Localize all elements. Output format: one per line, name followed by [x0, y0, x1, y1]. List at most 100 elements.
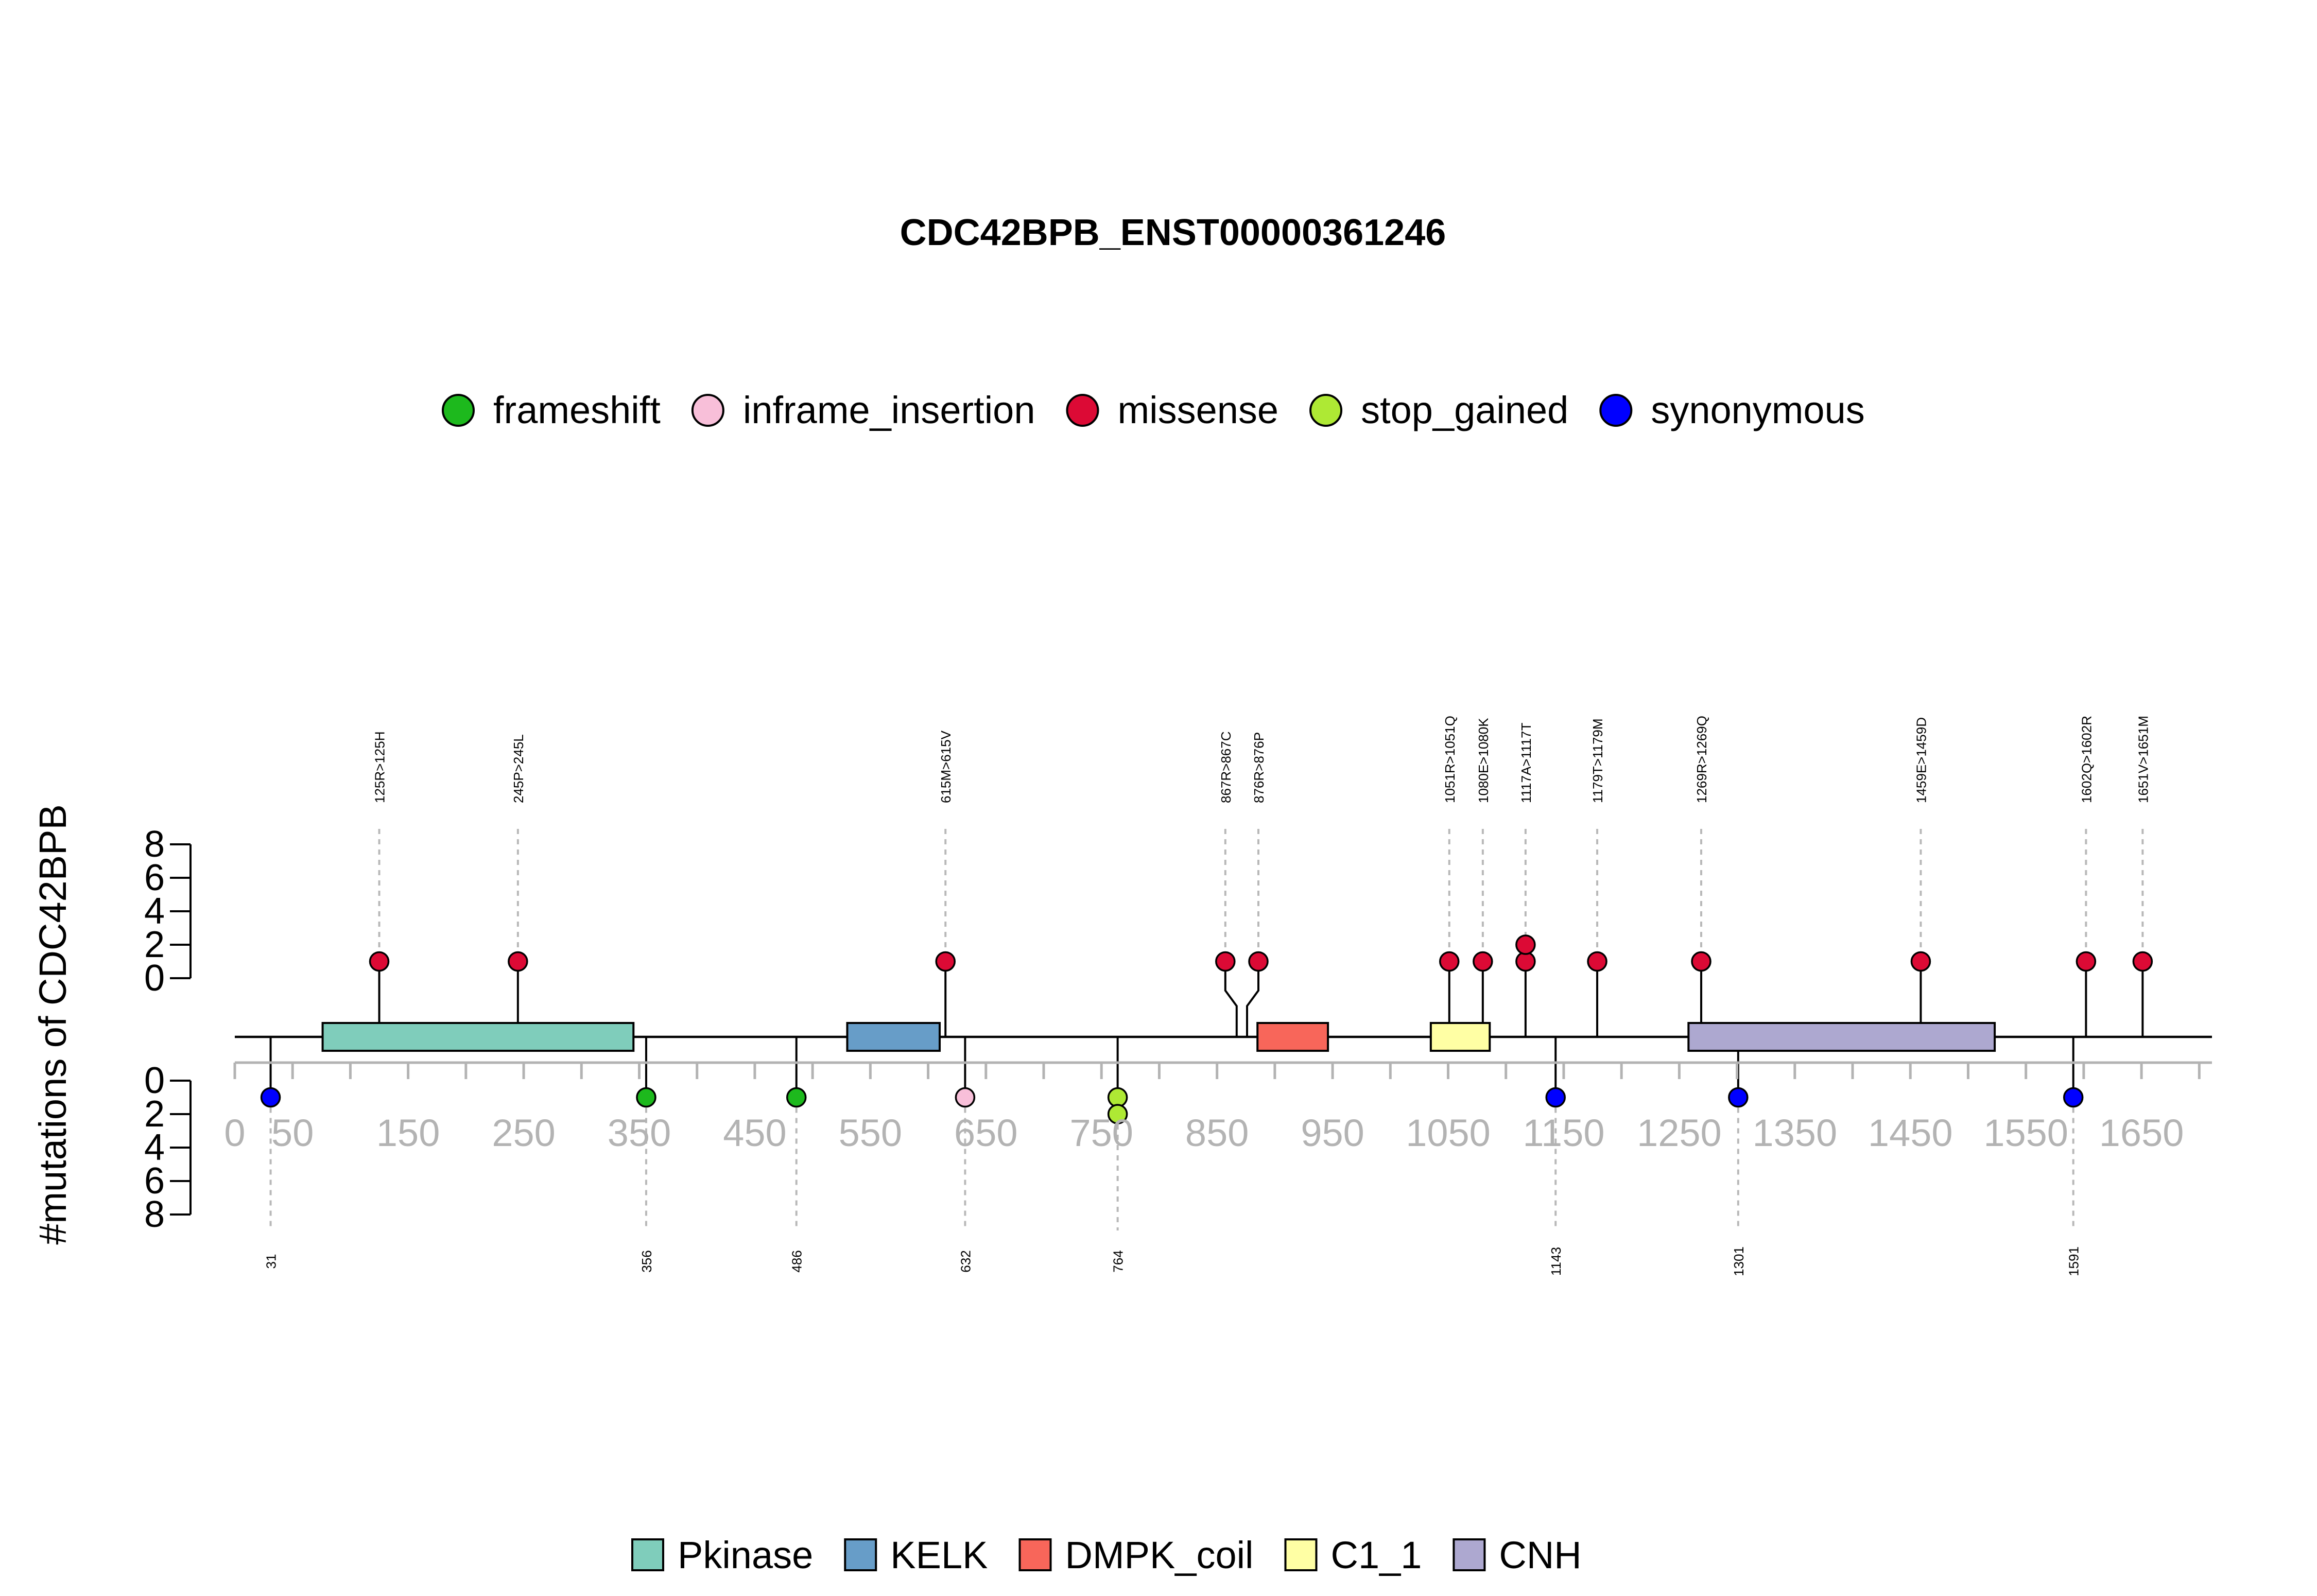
x-axis-tick-label: 450 [723, 1112, 786, 1154]
domain-legend: Pkinase KELK DMPK_coil C1_1 CNH [631, 1534, 1582, 1576]
mutation-point [1515, 934, 1536, 955]
mutation-label: 356 [639, 1250, 654, 1272]
mutation-point [1439, 951, 1460, 972]
legend-label-cnh: CNH [1499, 1534, 1581, 1576]
domain-kelk [846, 1022, 941, 1052]
legend-swatch-kelk [844, 1538, 877, 1571]
legend-label-inframe-insertion: inframe_insertion [743, 389, 1035, 431]
upper-y-tick-label: 8 [144, 824, 165, 865]
x-axis-tick-label: 650 [954, 1112, 1017, 1154]
mutation-label: 1051R>1051Q [1442, 716, 1458, 803]
mutation-point [1215, 951, 1236, 972]
mutation-point [935, 951, 956, 972]
x-axis-tick-label: 850 [1185, 1112, 1249, 1154]
mutation-point [1728, 1087, 1749, 1108]
mutation-label: 31 [264, 1254, 279, 1269]
mutation-point [1910, 951, 1931, 972]
x-axis-tick-label: 1350 [1752, 1112, 1837, 1154]
mutation-stem [1224, 961, 1238, 1037]
mutation-point [2132, 951, 2153, 972]
x-axis-tick-label: 1650 [2099, 1112, 2184, 1154]
legend-marker-synonymous [1599, 394, 1633, 427]
mutation-point [1587, 951, 1607, 972]
mutation-label: 1602Q>1602R [2079, 716, 2094, 803]
mutation-point [786, 1087, 807, 1108]
mutation-point [2063, 1087, 2084, 1108]
x-axis-tick-label: 1550 [1983, 1112, 2068, 1154]
mutation-label: 125R>125H [372, 732, 388, 804]
chart-title: CDC42BPB_ENST00000361246 [900, 212, 1446, 253]
mutation-stem [1246, 961, 1260, 1037]
mutation-lollipops: 125R>125H 245P>245L 615M>615V 867R>867C 876R… [260, 716, 2153, 1276]
x-axis-tick-label: 550 [839, 1112, 902, 1154]
mutation-label: 867R>867C [1218, 732, 1234, 804]
mutation-point [1691, 951, 1711, 972]
mutation-point [1545, 1087, 1566, 1108]
legend-swatch-c1-1 [1284, 1538, 1318, 1571]
legend-marker-frameshift [442, 394, 475, 427]
mutation-point [636, 1087, 656, 1108]
mutation-point [1515, 951, 1536, 972]
mutation-label: 1591 [2066, 1246, 2082, 1276]
mutation-label: 1269R>1269Q [1694, 716, 1709, 803]
legend-label-stop-gained: stop_gained [1361, 389, 1568, 431]
mutation-label: 1301 [1731, 1246, 1747, 1276]
domain-dmpk-coil [1256, 1022, 1329, 1052]
mutation-point [1107, 1104, 1128, 1124]
x-axis-tick-label: 950 [1301, 1112, 1364, 1154]
x-axis-tick-label: 0 [224, 1112, 245, 1154]
mutation-label: 1459E>1459D [1913, 717, 1929, 803]
protein-domains [321, 1022, 1996, 1052]
mutation-label: 764 [1111, 1250, 1126, 1272]
x-axis-tick-label: 1450 [1868, 1112, 1953, 1154]
mutation-point [955, 1087, 976, 1108]
domain-c1-1 [1429, 1022, 1491, 1052]
legend-label-missense: missense [1118, 389, 1279, 431]
mutation-point [1107, 1087, 1128, 1108]
upper-y-tick-label: 6 [144, 857, 165, 898]
x-axis: 0 50 150 250 350 450 550 650 750 850 950 1050 1150 12… [224, 1061, 2212, 1154]
mutation-label: 486 [789, 1250, 805, 1272]
x-axis-tick-label: 350 [608, 1112, 671, 1154]
mutation-point [1473, 951, 1493, 972]
mutation-label: 1143 [1548, 1247, 1564, 1276]
legend-marker-inframe-insertion [691, 394, 724, 427]
legend-label-pkinase: Pkinase [678, 1534, 813, 1576]
x-axis-tick-label: 1250 [1637, 1112, 1722, 1154]
x-axis-tick-label: 1150 [1523, 1112, 1604, 1154]
x-axis-tick-label: 1050 [1406, 1112, 1491, 1154]
legend-label-c1-1: C1_1 [1331, 1534, 1422, 1576]
mutation-point [1248, 951, 1269, 972]
mutation-label: 615M>615V [938, 730, 954, 803]
legend-label-frameshift: frameshift [493, 389, 661, 431]
legend-swatch-dmpk-coil [1018, 1538, 1052, 1571]
lower-y-tick-label: 6 [144, 1160, 165, 1202]
x-axis-tick-label: 50 [271, 1112, 314, 1154]
mutation-legend: frameshift inframe_insertion missense stop_… [442, 389, 1865, 431]
mutation-label: 245P>245L [511, 734, 526, 803]
legend-label-synonymous: synonymous [1651, 389, 1864, 431]
upper-y-tick-label: 2 [144, 924, 165, 965]
lower-y-tick-label: 8 [144, 1194, 165, 1235]
mutation-point [508, 951, 528, 972]
legend-marker-stop-gained [1309, 394, 1343, 427]
legend-label-dmpk-coil: DMPK_coil [1065, 1534, 1254, 1576]
x-axis-tick-label: 750 [1069, 1112, 1133, 1154]
legend-marker-missense [1066, 394, 1099, 427]
mutation-label: 1080E>1080K [1476, 718, 1491, 803]
lower-y-tick-label: 2 [144, 1094, 165, 1135]
mutation-label: 1651V>1651M [2135, 716, 2151, 803]
legend-swatch-cnh [1453, 1538, 1486, 1571]
legend-label-kelk: KELK [890, 1534, 988, 1576]
mutation-point [369, 951, 390, 972]
x-axis-tick-label: 250 [492, 1112, 555, 1154]
legend-swatch-pkinase [631, 1538, 664, 1571]
upper-y-tick-label: 4 [144, 891, 165, 932]
lower-y-tick-label: 4 [144, 1127, 165, 1168]
upper-y-tick-label: 0 [144, 958, 165, 999]
y-axis-label: #mutations of CDC42BPB [31, 804, 74, 1245]
mutation-label: 632 [958, 1250, 973, 1272]
